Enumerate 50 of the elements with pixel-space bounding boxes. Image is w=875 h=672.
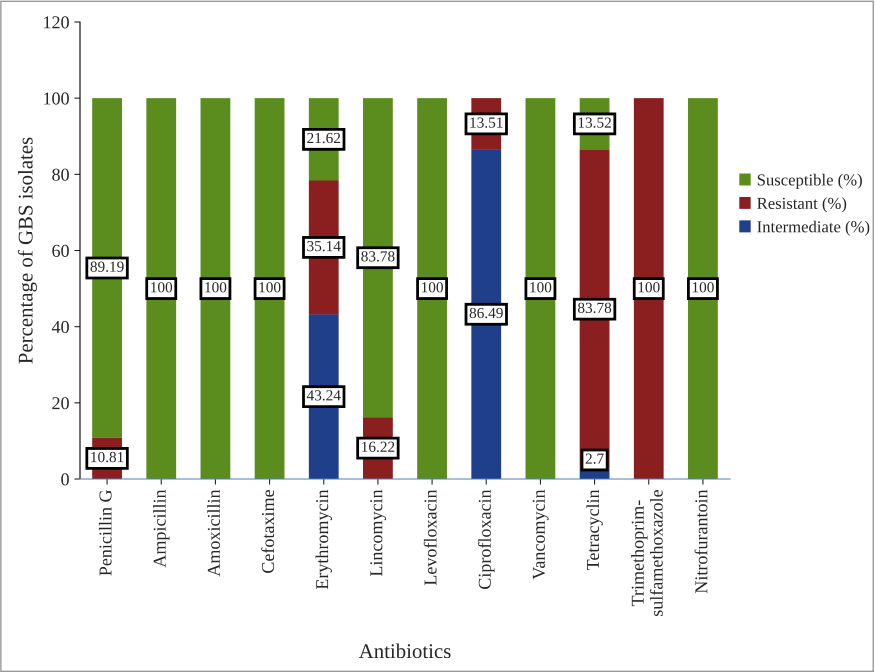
x-tick-label: Ampicillin <box>153 490 170 568</box>
x-tick-label: Tetracyclin <box>586 490 603 570</box>
data-label: 89.19 <box>90 262 124 272</box>
data-label: 35.14 <box>307 240 341 252</box>
data-label: 13.52 <box>578 117 611 128</box>
y-tick-label: 40 <box>52 320 69 334</box>
data-label: 2.7 <box>586 454 604 464</box>
bar <box>634 98 664 479</box>
data-label: 10.81 <box>91 452 124 462</box>
x-tick-label: Nitrofurantoin <box>694 490 708 594</box>
y-tick-label: 80 <box>52 168 69 181</box>
bar <box>417 98 447 479</box>
data-label: 100 <box>422 282 443 292</box>
data-label: 100 <box>205 282 226 292</box>
y-axis-title: Percentage of GBS isolates <box>18 138 37 364</box>
data-label: 43.24 <box>306 390 341 401</box>
legend-label: Resistant (%) <box>757 197 846 212</box>
bar <box>526 98 556 479</box>
data-label: 100 <box>151 282 172 292</box>
x-tick-label: Levofloxacin <box>424 490 437 586</box>
y-tick-label: 120 <box>44 16 69 28</box>
x-tick-label: Amoxicillin <box>207 490 220 576</box>
bar <box>254 98 284 479</box>
x-tick-label: Erythromycin <box>316 490 332 590</box>
x-tick-label: Lincomycin <box>370 490 386 576</box>
y-tick-label: 20 <box>52 397 69 410</box>
data-label: 83.78 <box>578 302 612 314</box>
x-tick-label: Cefotaxime <box>261 490 274 573</box>
y-tick-label: 0 <box>61 473 69 486</box>
x-axis-title: Antibiotics <box>358 644 451 658</box>
x-tick-label: Penicillin G <box>98 490 112 576</box>
data-label: 16.22 <box>362 442 394 452</box>
legend-label: Susceptible (%) <box>758 174 862 189</box>
bar <box>200 98 230 479</box>
data-label: 100 <box>530 282 552 292</box>
data-label: 83.78 <box>361 251 395 262</box>
data-label: 21.62 <box>307 132 340 144</box>
data-label: 13.51 <box>470 117 503 128</box>
data-label: 86.49 <box>470 308 503 318</box>
y-tick-label: 60 <box>52 244 69 257</box>
data-label: 100 <box>638 282 660 292</box>
y-tick-label: 100 <box>44 92 69 105</box>
bar <box>146 98 176 479</box>
bar <box>688 98 718 479</box>
x-tick-label: Vancomycin <box>532 490 549 580</box>
data-label: 100 <box>692 282 714 292</box>
x-tick-label: Ciprofloxacin <box>478 490 495 589</box>
legend-label: Intermediate (%) <box>757 220 870 236</box>
x-tick-label: Trimethoprim- sulfamethoxazole <box>631 490 663 616</box>
data-label: 100 <box>259 282 280 292</box>
